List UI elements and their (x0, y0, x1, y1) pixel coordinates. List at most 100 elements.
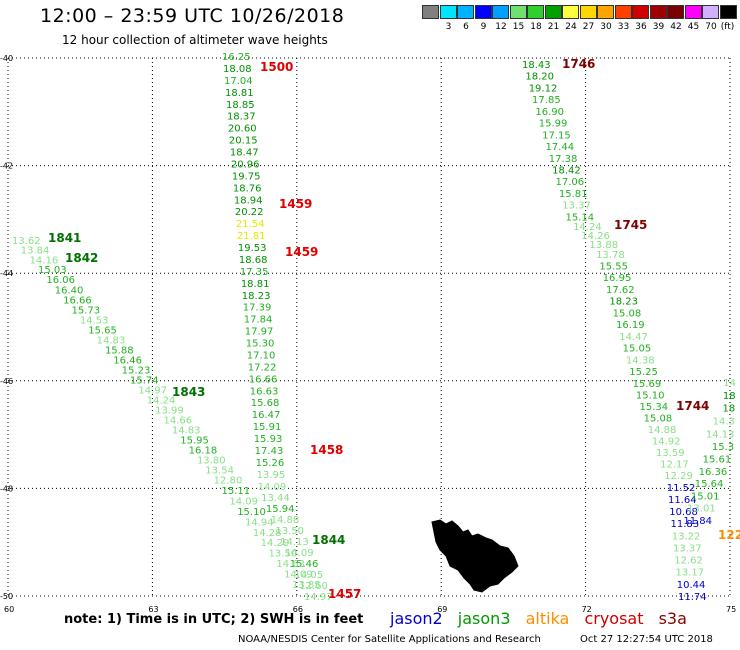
wave-height-value: 16.66 (63, 295, 92, 306)
satellite-legend: jason2 jason3 altika cryosat s3a (390, 609, 697, 628)
wave-height-value: 17.38 (549, 154, 578, 165)
wave-height-value: 13.01 (687, 504, 716, 515)
lat-tick-label: -46 (0, 377, 13, 386)
wave-height-value: 15.46 (290, 559, 319, 570)
axis-labels: 60 63 66 69 72 75 -40 -42 -44 -46 -48 -50 (0, 54, 736, 614)
wave-height-value: 15.88 (105, 345, 134, 356)
satellite-track: 18.4318.2019.1217.8516.9015.9917.1517.44… (522, 57, 709, 603)
wave-height-value: 15.68 (251, 398, 280, 409)
wave-height-value: 15.14 (566, 212, 595, 223)
wave-height-value: 18.08 (223, 64, 252, 75)
wave-height-value: 13.37 (562, 201, 591, 212)
colorbar-swatch (632, 5, 649, 19)
wave-height-value: 15.65 (88, 325, 117, 336)
wave-height-value: 13.85 (292, 580, 321, 591)
wave-height-value: 17.43 (255, 446, 284, 457)
wave-height-value: 20.96 (231, 159, 260, 170)
wave-height-value: 19.12 (529, 83, 558, 94)
lon-tick-label: 66 (293, 605, 303, 614)
satellite-track: 13.6213.8414.1615.0316.0616.4016.6615.73… (12, 231, 345, 591)
wave-height-value: 13.88 (589, 240, 618, 251)
lon-tick-label: 72 (582, 605, 592, 614)
wave-height-value: 19.53 (238, 243, 267, 254)
wave-height-value: 13.37 (673, 543, 702, 554)
wave-height-value: 15.08 (644, 414, 673, 425)
wave-height-value: 18.37 (227, 112, 256, 123)
pass-time-label: 1744 (676, 399, 709, 413)
wave-height-value: 13.17 (675, 568, 704, 579)
wave-height-value: 14.24 (147, 395, 176, 406)
wave-height-value: 18.68 (239, 255, 268, 266)
satellite-track: 16.2518.0817.0418.8118.8518.3720.6020.15… (222, 52, 361, 603)
wave-height-value: 13.54 (205, 466, 234, 477)
colorbar-swatch (649, 5, 667, 19)
wave-height-value: 15.05 (623, 344, 652, 355)
wave-height-value: 16.90 (535, 107, 564, 118)
wave-height-value: 17.04 (224, 76, 253, 87)
wave-height-value: 14.29 (261, 538, 290, 549)
wave-height-value: 13.50 (275, 526, 304, 537)
wave-height-value: 20.22 (235, 207, 264, 218)
wave-height-value: 17.15 (542, 130, 571, 141)
pass-time-label: 1843 (172, 385, 205, 399)
wave-height-value: 14.38 (626, 355, 655, 366)
colorbar-swatch (439, 5, 457, 19)
wave-height-value: 20.15 (229, 136, 258, 147)
wave-height-value: 14.26 (581, 231, 610, 242)
wave-height-value: 18.42 (552, 166, 581, 177)
wave-height-value: 12.80 (214, 476, 243, 487)
wave-height-value: 17.44 (545, 142, 574, 153)
wave-height-value: 13.80 (197, 456, 226, 467)
wave-height-value: 14.83 (172, 426, 201, 437)
pass-time-label: 1745 (614, 218, 647, 232)
kerguelen-island-coastline (431, 519, 519, 593)
wave-height-value: 15.93 (254, 434, 283, 445)
colorbar-label: 36 (635, 22, 647, 32)
wave-height-value: 15.25 (629, 367, 658, 378)
wave-height-value: 18.85 (226, 100, 255, 111)
wave-height-value: 15.01 (691, 491, 720, 502)
legend-s3a: s3a (658, 609, 687, 628)
wave-height-value: 15.3 (712, 442, 734, 453)
wave-height-value: 18.47 (230, 148, 259, 159)
wave-height-value: 13.78 (596, 250, 625, 261)
wave-height-value: 14.63 (276, 559, 305, 570)
wave-height-value: 16.47 (252, 410, 281, 421)
wave-height-value: 13.22 (672, 531, 701, 542)
colorbar-label: 39 (652, 22, 665, 32)
wave-height-value: 16.19 (616, 320, 645, 331)
colorbar-swatch (719, 5, 737, 19)
wave-height-value: 13.84 (21, 246, 50, 257)
colorbar-swatch (457, 5, 474, 19)
wave-height-value: 15.81 (559, 189, 588, 200)
wave-height-value: 13.44 (261, 493, 290, 504)
colorbar-swatch (579, 5, 597, 19)
wave-height-value: 20.60 (228, 124, 257, 135)
colorbar-swatch (474, 5, 492, 19)
wave-height-value: 10.44 (677, 580, 706, 591)
wave-height-value: 12.62 (674, 556, 703, 567)
wave-height-value: 17.06 (555, 177, 584, 188)
wave-height-value: 21.81 (237, 231, 266, 242)
wave-height-value: 18.94 (234, 195, 263, 206)
wave-height-value: 16.40 (55, 285, 84, 296)
wave-height-value: 15.10 (636, 391, 665, 402)
wave-height-value: 15.34 (639, 402, 668, 413)
wave-height-value: 16.18 (189, 446, 218, 457)
wave-height-value: 14.24 (573, 222, 602, 233)
wave-height-value: 12.17 (660, 460, 689, 471)
wave-height-value: 15.03 (38, 265, 67, 276)
wave-height-value: 13.99 (155, 405, 184, 416)
map-subtitle: 12 hour collection of altimeter wave hei… (62, 33, 328, 47)
wave-height-value: 14.94 (245, 517, 274, 528)
lon-tick-label: 75 (726, 605, 736, 614)
wave-height-value: 15.64 (695, 479, 724, 490)
wave-height-value: 14.13 (706, 429, 735, 440)
wave-height-value: 14.09 (285, 548, 314, 559)
wave-height-value: 14.05 (294, 570, 323, 581)
wave-height-value: 14.13 (280, 537, 309, 548)
colorbar-label: 6 (463, 22, 469, 32)
wave-height-value: 15.10 (237, 507, 266, 518)
wave-height-value: 13.59 (656, 448, 685, 459)
